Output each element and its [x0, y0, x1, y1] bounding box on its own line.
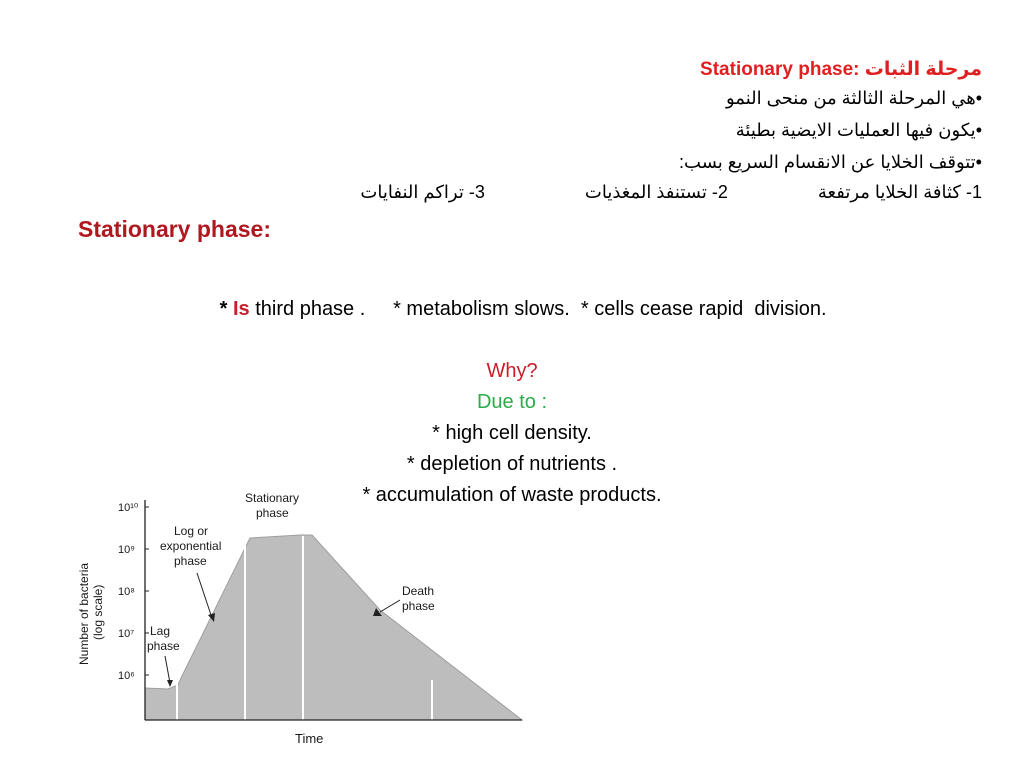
log-arrowhead	[208, 613, 215, 622]
label-log-2: exponential	[160, 539, 221, 553]
arabic-bullet-1: •هي المرحلة الثالثة من منحى النمو	[726, 88, 982, 108]
arabic-title: مرحلة الثبات Stationary phase:	[700, 58, 982, 81]
label-log-3: phase	[174, 554, 207, 568]
label-lag: Lag	[150, 624, 170, 638]
arabic-bullet-2: •يكون فيها العمليات الايضية بطيئة	[735, 120, 982, 140]
arabic-reason-1: 1- كثافة الخلايا مرتفعة	[817, 182, 982, 202]
log-arrow	[196, 572, 213, 619]
arabic-title-en: Stationary phase:	[700, 59, 860, 80]
label-stationary-1: Stationary	[245, 491, 299, 505]
reason-waste-accumulation: * accumulation of waste products.	[362, 484, 662, 506]
due-to-label: Due to :	[476, 391, 548, 413]
line1-is: Is	[232, 298, 250, 320]
y-axis-subtitle: (log scale)	[91, 585, 105, 640]
y-tick-label: 10¹⁰	[118, 502, 139, 514]
lag-arrow	[164, 655, 171, 684]
death-arrow	[379, 599, 401, 613]
label-stationary-2: phase	[256, 506, 289, 520]
y-axis-title: Number of bacteria	[77, 563, 91, 665]
death-arrowhead	[373, 608, 382, 616]
arabic-reasons-row: 1- كثافة الخلايا مرتفعة 2- تستنفذ المغذي…	[360, 182, 982, 203]
arabic-bullet-3: •تتوقف الخلايا عن الانقسام السريع بسب:	[679, 152, 982, 172]
y-tick-label: 10⁶	[118, 670, 135, 682]
y-tick-label: 10⁷	[118, 628, 134, 640]
label-log-1: Log or	[174, 524, 208, 538]
label-death-2: phase	[402, 599, 435, 613]
y-tick-label: 10⁹	[118, 544, 135, 556]
y-tick-label: 10⁸	[118, 586, 135, 598]
arabic-reason-2: 2- تستنفذ المغذيات	[584, 182, 728, 202]
arabic-reason-3: 3- تراكم النفايات	[360, 182, 485, 202]
english-line-1: * Is third phase . * metabolism slows. *…	[0, 263, 1024, 356]
lag-arrowhead	[167, 680, 173, 687]
arabic-title-ar: مرحلة الثبات	[864, 59, 982, 80]
why-question: Why?	[486, 360, 538, 382]
growth-curve-chart: 10¹⁰ 10⁹ 10⁸ 10⁷ 10⁶ Number of bacteria …	[77, 491, 524, 746]
label-death-1: Death	[402, 584, 434, 598]
english-heading: Stationary phase:	[78, 216, 271, 242]
label-lag-2: phase	[147, 639, 180, 653]
english-body: * Is third phase . * metabolism slows. *…	[0, 263, 1024, 511]
x-axis-title: Time	[295, 731, 323, 746]
reason-high-density: * high cell density.	[432, 422, 592, 444]
line1-star: *	[219, 298, 233, 320]
line1-rest: third phase . * metabolism slows. * cell…	[249, 298, 827, 320]
reason-nutrient-depletion: * depletion of nutrients .	[406, 453, 618, 475]
